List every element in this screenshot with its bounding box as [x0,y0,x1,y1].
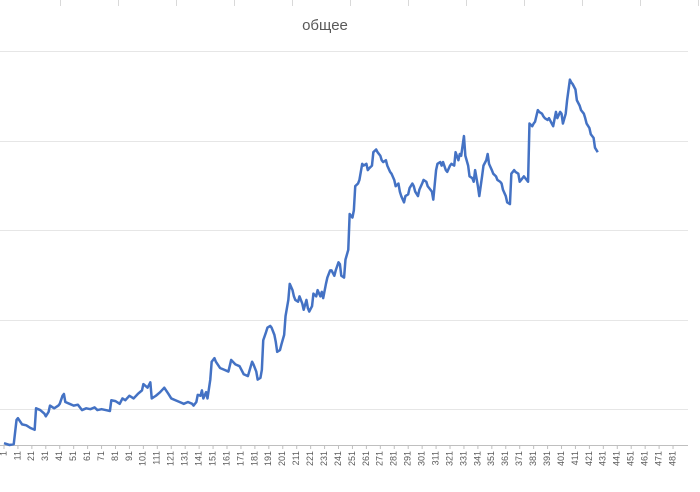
x-tick-label: 351 [486,451,496,466]
x-tick-label: 71 [96,451,106,461]
x-tick-label: 441 [612,451,622,466]
x-tick-label: 401 [556,451,566,466]
x-tick-label: 201 [277,451,287,466]
x-tick-label: 41 [54,451,64,461]
x-tick-label: 61 [82,451,92,461]
x-tick-label: 371 [514,451,524,466]
x-tick-label: 261 [361,451,371,466]
x-tick-label: 161 [221,451,231,466]
chart-title: общее [302,17,348,34]
x-tick-label: 221 [305,451,315,466]
x-tick-label: 461 [640,451,650,466]
x-tick-label: 451 [626,451,636,466]
x-tick-label: 341 [472,451,482,466]
x-tick-label: 1 [0,451,8,456]
x-tick-label: 311 [430,451,440,465]
x-tick-label: 281 [389,451,399,466]
x-tick-label: 51 [68,451,78,461]
x-tick-label: 331 [458,451,468,466]
x-tick-label: 291 [403,451,413,466]
x-tick-label: 321 [444,451,454,466]
x-tick-label: 251 [347,451,357,466]
x-tick-label: 211 [291,451,301,465]
x-tick-label: 31 [40,451,50,461]
x-tick-label: 21 [26,451,36,461]
x-tick-label: 11 [12,451,22,460]
x-tick-label: 101 [138,451,148,466]
x-tick-label: 111 [152,451,162,465]
x-tick-label: 241 [333,451,343,466]
x-tick-label: 431 [598,451,608,466]
x-tick-label: 231 [319,451,329,466]
x-tick-label: 271 [375,451,385,466]
x-tick-label: 141 [194,451,204,466]
x-tick-label: 171 [235,451,245,466]
x-tick-label: 81 [110,451,120,461]
x-tick-label: 121 [166,451,176,466]
x-tick-label: 91 [124,451,134,461]
x-tick-label: 151 [207,451,217,466]
x-tick-label: 381 [528,451,538,466]
x-tick-label: 411 [570,451,580,465]
x-tick-label: 471 [653,451,663,466]
x-tick-label: 301 [417,451,427,466]
x-tick-label: 131 [180,451,190,466]
x-tick-label: 481 [667,451,677,466]
sheet-cell-borders [60,0,699,6]
x-tick-label: 391 [542,451,552,466]
x-tick-label: 181 [249,451,259,466]
x-tick-label: 421 [584,451,594,466]
x-tick-label: 361 [500,451,510,466]
x-tick-label: 191 [263,451,273,466]
data-line [3,78,599,447]
